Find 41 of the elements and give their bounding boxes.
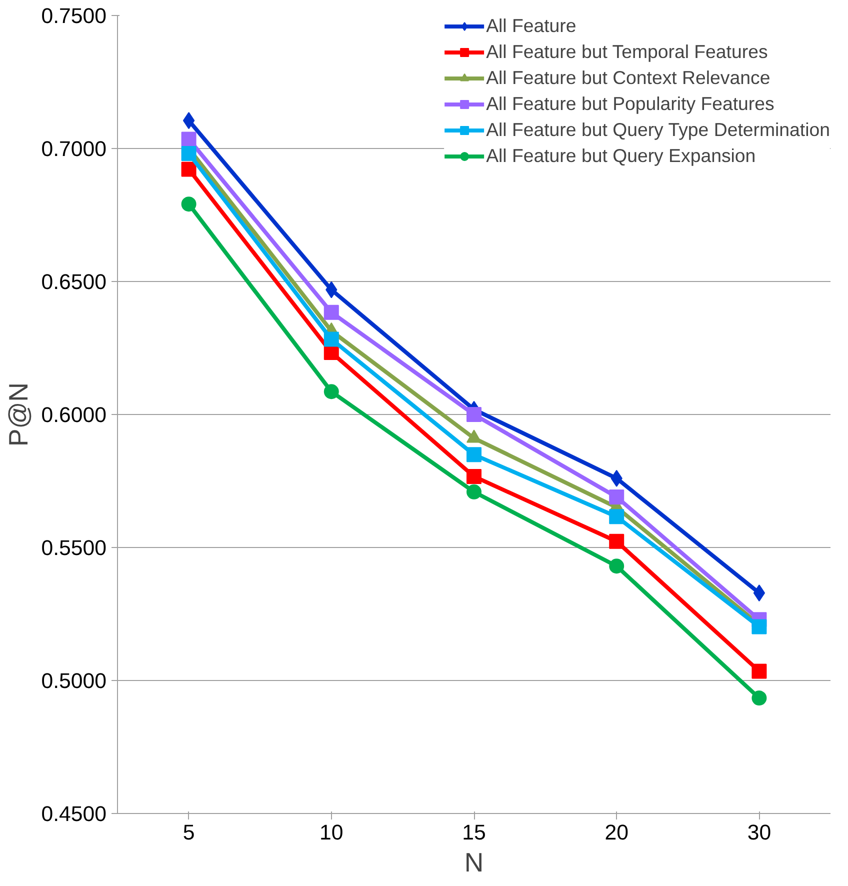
y-tick-label: 0.4500 <box>41 802 107 826</box>
point <box>181 132 196 147</box>
point <box>181 196 196 212</box>
point <box>182 112 195 130</box>
x-tick-label: 30 <box>747 820 772 844</box>
y-tick-label: 0.7000 <box>41 137 107 161</box>
point <box>466 447 482 462</box>
point <box>609 489 624 504</box>
point <box>752 619 767 634</box>
legend-label: All Feature but Context Relevance <box>486 67 770 89</box>
legend-label: All Feature but Query Expansion <box>486 145 756 167</box>
legend-label: All Feature but Temporal Features <box>486 41 768 63</box>
x-tick-label: 15 <box>462 820 486 844</box>
y-axis-title: P@N <box>3 382 34 447</box>
point <box>181 162 196 177</box>
legend-label: All Feature but Query Type Determination <box>486 119 830 141</box>
y-tick-label: 0.6000 <box>41 403 107 427</box>
y-tick-label: 0.6500 <box>41 270 107 294</box>
y-tick-label: 0.5000 <box>41 669 107 693</box>
y-tick-label: 0.7500 <box>41 4 107 28</box>
point <box>752 690 767 706</box>
x-tick-label: 5 <box>182 820 195 844</box>
point <box>324 345 339 360</box>
legend-label: All Feature but Popularity Features <box>486 93 774 115</box>
point <box>324 332 339 347</box>
point <box>466 407 482 422</box>
point <box>609 509 624 524</box>
point <box>181 146 196 162</box>
point <box>609 558 624 574</box>
point <box>753 584 766 602</box>
point <box>466 484 482 500</box>
x-axis-title: N <box>464 848 484 878</box>
point <box>324 384 339 400</box>
legend-label: All Feature <box>486 15 576 37</box>
point <box>752 664 767 679</box>
point <box>324 304 339 320</box>
x-tick-label: 20 <box>604 820 629 844</box>
point <box>609 534 624 549</box>
x-tick-label: 10 <box>320 820 344 844</box>
y-tick-label: 0.5500 <box>41 536 107 560</box>
point <box>466 468 482 484</box>
